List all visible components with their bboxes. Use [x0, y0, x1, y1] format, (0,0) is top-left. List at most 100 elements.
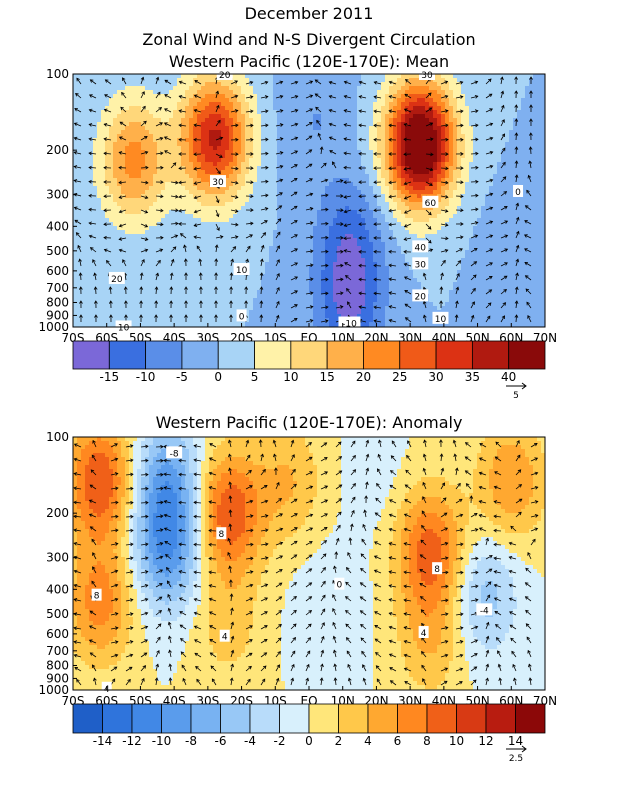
field-cell: [253, 74, 258, 79]
field-cell: [401, 174, 406, 179]
field-cell: [469, 86, 474, 91]
field-cell: [309, 114, 314, 119]
field-cell: [357, 74, 362, 79]
field-cell: [113, 170, 118, 175]
field-cell: [257, 210, 262, 215]
field-cell: [317, 94, 322, 99]
field-cell: [169, 82, 174, 87]
field-cell: [497, 202, 502, 207]
field-cell: [349, 146, 354, 151]
field-cell: [337, 162, 342, 167]
field-cell: [321, 138, 326, 143]
field-cell: [541, 154, 546, 159]
field-cell: [357, 106, 362, 111]
field-cell: [409, 238, 414, 243]
field-cell: [505, 146, 510, 151]
field-cell: [309, 150, 314, 155]
field-cell: [385, 134, 390, 139]
field-cell: [273, 158, 278, 163]
field-cell: [433, 162, 438, 167]
field-cell: [441, 146, 446, 151]
field-cell: [505, 186, 510, 191]
field-cell: [409, 82, 414, 87]
field-cell: [93, 206, 98, 211]
field-cell: [261, 222, 266, 227]
field-cell: [525, 230, 530, 235]
field-cell: [113, 182, 118, 187]
field-cell: [277, 146, 282, 151]
field-cell: [285, 170, 290, 175]
field-cell: [281, 86, 286, 91]
field-cell: [197, 178, 202, 183]
field-cell: [317, 86, 322, 91]
field-cell: [269, 230, 274, 235]
field-cell: [117, 202, 122, 207]
field-cell: [385, 122, 390, 127]
field-cell: [337, 74, 342, 79]
field-cell: [277, 122, 282, 127]
field-cell: [169, 162, 174, 167]
field-cell: [217, 90, 222, 95]
field-cell: [105, 202, 110, 207]
field-cell: [421, 102, 426, 107]
field-cell: [293, 158, 298, 163]
field-cell: [197, 242, 202, 247]
field-cell: [417, 82, 422, 87]
field-cell: [169, 122, 174, 127]
field-cell: [417, 110, 422, 115]
field-cell: [213, 242, 218, 247]
field-cell: [389, 74, 394, 79]
field-cell: [125, 90, 130, 95]
field-cell: [445, 226, 450, 231]
field-cell: [249, 182, 254, 187]
field-cell: [281, 114, 286, 119]
field-cell: [517, 78, 522, 83]
field-cell: [297, 98, 302, 103]
field-cell: [161, 174, 166, 179]
field-cell: [157, 238, 162, 243]
field-cell: [345, 78, 350, 83]
field-cell: [541, 122, 546, 127]
field-cell: [473, 230, 478, 235]
field-cell: [457, 150, 462, 155]
field-cell: [153, 166, 158, 171]
field-cell: [137, 154, 142, 159]
field-cell: [193, 186, 198, 191]
field-cell: [313, 194, 318, 199]
field-cell: [325, 82, 330, 87]
field-cell: [389, 214, 394, 219]
field-cell: [309, 238, 314, 243]
field-cell: [109, 142, 114, 147]
field-cell: [505, 90, 510, 95]
field-cell: [129, 210, 134, 215]
field-cell: [289, 130, 294, 135]
field-cell: [401, 82, 406, 87]
field-cell: [505, 166, 510, 171]
field-cell: [493, 198, 498, 203]
field-cell: [213, 194, 218, 199]
field-cell: [309, 82, 314, 87]
field-cell: [337, 114, 342, 119]
field-cell: [217, 130, 222, 135]
field-cell: [261, 234, 266, 239]
field-cell: [473, 194, 478, 199]
field-cell: [421, 82, 426, 87]
field-cell: [169, 90, 174, 95]
field-cell: [473, 190, 478, 195]
field-cell: [357, 230, 362, 235]
field-cell: [497, 142, 502, 147]
field-cell: [345, 118, 350, 123]
field-cell: [77, 126, 82, 131]
field-cell: [477, 126, 482, 131]
field-cell: [229, 86, 234, 91]
field-cell: [405, 130, 410, 135]
field-cell: [293, 118, 298, 123]
field-cell: [149, 106, 154, 111]
field-cell: [417, 90, 422, 95]
field-cell: [161, 130, 166, 135]
field-cell: [313, 130, 318, 135]
field-cell: [345, 114, 350, 119]
field-cell: [389, 202, 394, 207]
field-cell: [509, 158, 514, 163]
field-cell: [401, 98, 406, 103]
